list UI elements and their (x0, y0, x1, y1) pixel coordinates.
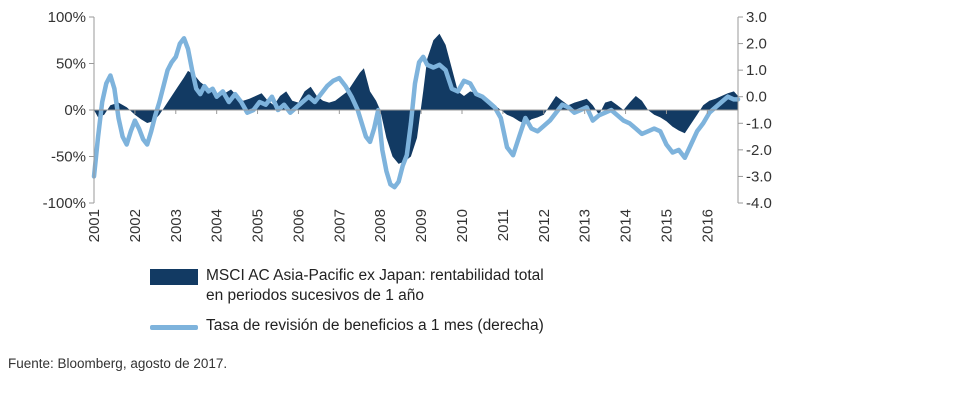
chart: 100% 50% 0% -50% -100% 3.0 2.0 1.0 0.0 -1.0 -2.0 -3… (43, 9, 772, 242)
x-axis-tick-label: 2012 (536, 209, 553, 242)
x-axis-tick-label: 2002 (127, 209, 144, 242)
x-axis-tick-label: 2013 (577, 209, 594, 242)
left-axis-tick-label: 100% (48, 9, 86, 26)
x-axis-tick-label: 2006 (290, 209, 307, 242)
right-axis-tick-label: -4.0 (746, 195, 772, 212)
right-axis-tick-label: -2.0 (746, 142, 772, 159)
right-axis-tick-label: 0.0 (746, 89, 767, 106)
left-axis-tick-label: -100% (43, 195, 86, 212)
x-axis-tick-label: 2015 (658, 209, 675, 242)
legend-label-revisions: Tasa de revisión de beneficios a 1 mes (… (206, 317, 544, 334)
x-axis-tick-label: 2001 (86, 209, 103, 242)
legend-swatch-area (150, 269, 198, 285)
legend-label-returns-line1: MSCI AC Asia-Pacific ex Japan: rentabili… (206, 267, 544, 284)
left-axis-tick-label: 50% (56, 56, 86, 73)
x-axis-tick-label: 2003 (168, 209, 185, 242)
x-axis-tick-label: 2008 (372, 209, 389, 242)
right-axis-tick-label: 1.0 (746, 62, 767, 79)
x-axis-tick-label: 2010 (454, 209, 471, 242)
x-axis-tick-label: 2016 (699, 209, 716, 242)
x-axis-tick-label: 2007 (331, 209, 348, 242)
source-note: Fuente: Bloomberg, agosto de 2017. (8, 356, 228, 371)
series-area-returns (94, 33, 738, 164)
x-axis-tick-label: 2011 (495, 209, 512, 241)
left-axis-tick-label: 0% (64, 102, 86, 119)
right-axis-tick-label: 2.0 (746, 36, 767, 53)
legend-item-returns: MSCI AC Asia-Pacific ex Japan: rentabili… (150, 266, 544, 306)
x-axis-tick-label: 2009 (413, 209, 430, 242)
right-axis-tick-label: -3.0 (746, 168, 772, 185)
right-axis-tick-label: -1.0 (746, 115, 772, 132)
right-axis-tick-label: 3.0 (746, 9, 767, 26)
legend-swatch-line (150, 325, 198, 330)
legend: MSCI AC Asia-Pacific ex Japan: rentabili… (150, 266, 544, 336)
series-line-revisions (91, 36, 741, 190)
legend-label-returns-line2: en periodos sucesivos de 1 año (206, 287, 425, 304)
legend-label-returns: MSCI AC Asia-Pacific ex Japan: rentabili… (206, 266, 544, 306)
x-axis-tick-label: 2014 (618, 209, 635, 242)
legend-item-revisions: Tasa de revisión de beneficios a 1 mes (… (150, 316, 544, 336)
x-axis-tick-label: 2004 (209, 209, 226, 242)
left-axis-tick-label: -50% (51, 149, 86, 166)
x-axis-tick-label: 2005 (250, 209, 267, 242)
